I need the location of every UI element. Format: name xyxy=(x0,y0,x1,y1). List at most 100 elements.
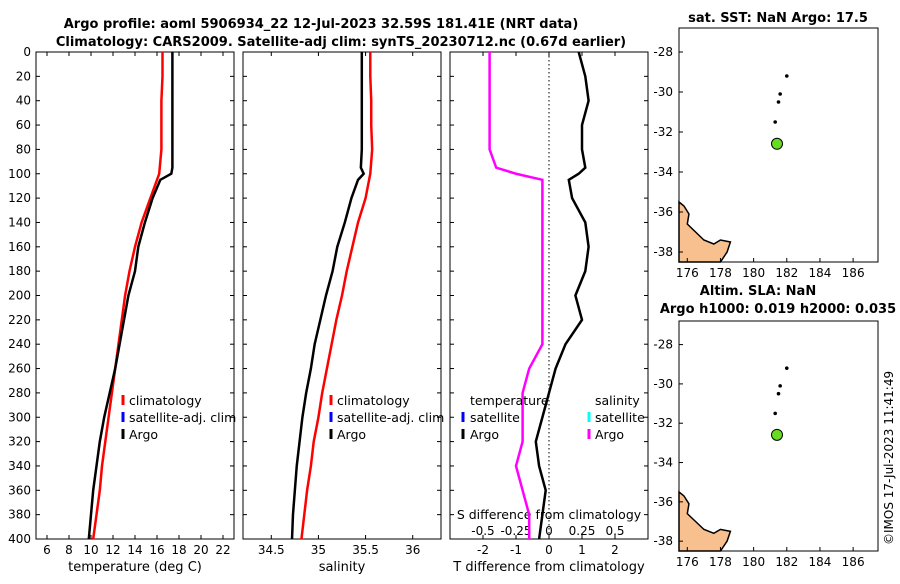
track-point xyxy=(773,120,777,124)
map-x-tick-label: 182 xyxy=(775,266,798,280)
x-tick-label: 34.5 xyxy=(258,543,285,557)
y-tick-label: 200 xyxy=(8,289,31,303)
salinity-panel: 34.5 35 35.5 36 salinity xyxy=(242,51,442,575)
legend-salinity: climatology satellite-adj. clim Argo xyxy=(329,393,444,442)
map-y-tick-label: -34 xyxy=(653,456,673,470)
y-tick-label: 0 xyxy=(23,45,31,59)
y-tick-label: 400 xyxy=(8,532,31,546)
x-tick-label: 16 xyxy=(149,543,164,557)
legend-t-satellite-label: satellite xyxy=(470,410,520,425)
y-tick-label: 40 xyxy=(16,94,31,108)
track-point xyxy=(776,100,781,104)
map-y-tick-label: -30 xyxy=(653,377,673,391)
legend-satellite-label: satellite-adj. clim xyxy=(129,410,236,425)
x-tick-label: 35 xyxy=(311,543,326,557)
y-tick-label: 80 xyxy=(16,142,31,156)
legend-salinity-heading: salinity xyxy=(595,393,640,408)
map-x-tick-label: 176 xyxy=(676,266,699,280)
y-tick-label: 100 xyxy=(8,167,31,181)
map-y-tick-label: -36 xyxy=(653,495,673,509)
track-point xyxy=(778,92,782,96)
map-y-tick-label: -34 xyxy=(653,165,673,179)
climatology-line xyxy=(91,52,164,540)
sla-map-panel: 176 178 180 182 184 186 -28 -30 -32 -34 -36 -38 xyxy=(653,320,879,569)
track-point xyxy=(773,411,777,416)
argo-line xyxy=(87,52,174,540)
x-axis-label: T difference from climatology xyxy=(452,560,645,575)
figure-title-line2: Climatology: CARS2009. Satellite-adj cli… xyxy=(56,35,626,50)
s-tick-label: 0.5 xyxy=(605,524,624,538)
map-frame xyxy=(678,320,879,552)
y-tick-label: 120 xyxy=(8,191,31,205)
map1-title: sat. SST: NaN Argo: 17.5 xyxy=(688,11,868,26)
y-tick-label: 160 xyxy=(8,240,31,254)
map-frame xyxy=(678,27,879,263)
legend-temperature-heading: temperature xyxy=(470,393,549,408)
map-y-tick-label: -28 xyxy=(653,45,673,59)
legend-difference: temperature salinity satellite Argo sate… xyxy=(461,393,645,442)
x-tick-label: 18 xyxy=(171,543,186,557)
x-axis-label: salinity xyxy=(319,560,366,575)
map-x-tick-label: 178 xyxy=(709,266,732,280)
y-tick-label: 140 xyxy=(8,215,31,229)
map-x-tick-label: 180 xyxy=(742,555,765,569)
y-tick-label: 20 xyxy=(16,69,31,83)
difference-panel: -2 -1 0 1 2 T difference from climatology S di… xyxy=(449,51,649,575)
map2-subtitle: Argo h1000: 0.019 h2000: 0.035 xyxy=(660,302,896,317)
map-x-tick-label: 178 xyxy=(709,555,732,569)
map-x-tick-label: 182 xyxy=(775,555,798,569)
x-tick-label: 1 xyxy=(578,543,586,557)
x-tick-label: 14 xyxy=(127,543,142,557)
temperature-panel: 0 20 40 60 80 100 120 140 160 180 200 220 240 260 280 3… xyxy=(8,45,235,575)
map-y-tick-label: -38 xyxy=(653,245,673,259)
map-x-tick-label: 180 xyxy=(742,266,765,280)
legend-s-satellite-label: satellite xyxy=(595,410,645,425)
legend-s-argo-label: Argo xyxy=(595,427,624,442)
x-tick-label: 12 xyxy=(105,543,120,557)
map-x-tick-label: 186 xyxy=(842,266,865,280)
map2-title: Altim. SLA: NaN xyxy=(700,284,816,299)
legend-satellite-label: satellite-adj. clim xyxy=(337,410,444,425)
x-tick-label: -2 xyxy=(477,543,489,557)
y-tick-label: 220 xyxy=(8,313,31,327)
x-tick-label: 35.5 xyxy=(352,543,379,557)
y-tick-label: 240 xyxy=(8,337,31,351)
track-point xyxy=(778,384,782,388)
s-tick-label: 0 xyxy=(545,524,553,538)
climatology-line xyxy=(300,52,374,540)
track-point xyxy=(784,74,789,78)
map-y-tick-label: -30 xyxy=(653,85,673,99)
plot-frame xyxy=(35,51,235,540)
current-profile-marker xyxy=(771,137,784,150)
x-tick-label: 6 xyxy=(43,543,51,557)
y-tick-label: 360 xyxy=(8,483,31,497)
legend-t-argo-label: Argo xyxy=(470,427,499,442)
s-tick-label: -0.5 xyxy=(471,524,494,538)
current-profile-marker xyxy=(771,428,784,441)
x-tick-label: -1 xyxy=(510,543,522,557)
watermark: ©IMOS 17-Jul-2023 11:41:49 xyxy=(882,371,896,545)
x-axis-label: temperature (deg C) xyxy=(68,560,202,575)
x-tick-label: 8 xyxy=(65,543,73,557)
y-tick-label: 300 xyxy=(8,410,31,424)
legend-argo-label: Argo xyxy=(337,427,366,442)
map-x-tick-label: 186 xyxy=(842,555,865,569)
salinity-diff-argo-line xyxy=(488,52,544,539)
y-tick-label: 60 xyxy=(16,118,31,132)
legend-argo-label: Argo xyxy=(129,427,158,442)
legend-temperature: climatology satellite-adj. clim Argo xyxy=(121,393,236,442)
y-tick-label: 260 xyxy=(8,362,31,376)
legend-climatology-label: climatology xyxy=(337,393,410,408)
s-axis-label: S difference from climatology xyxy=(457,507,642,522)
legend-climatology-label: climatology xyxy=(129,393,202,408)
y-tick-label: 340 xyxy=(8,459,31,473)
track-point xyxy=(776,391,781,396)
y-tick-label: 280 xyxy=(8,386,31,400)
map-y-tick-label: -38 xyxy=(653,534,673,548)
map-x-tick-label: 184 xyxy=(809,555,832,569)
x-tick-label: 10 xyxy=(83,543,98,557)
y-tick-label: 380 xyxy=(8,508,31,522)
track-point xyxy=(784,366,789,370)
y-tick-label: 320 xyxy=(8,435,31,449)
